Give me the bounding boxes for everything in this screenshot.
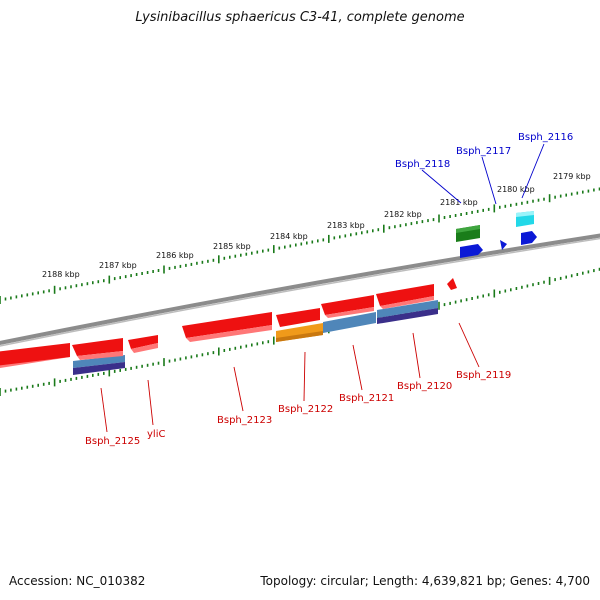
leader-Bsph_2125 bbox=[100, 387, 108, 433]
gene-Bsph_2125-arrow-2-shadow bbox=[77, 351, 123, 360]
accession-text: Accession: NC_010382 bbox=[9, 574, 146, 588]
leader-Bsph_2123 bbox=[233, 366, 244, 412]
gene-Bsph_2119[interactable] bbox=[447, 278, 457, 290]
bottom-gene-labels: Bsph_2125 yliC Bsph_2123 Bsph_2122 Bsph_… bbox=[85, 370, 511, 447]
gene-Bsph_2125-arrow[interactable] bbox=[0, 343, 70, 366]
genome-summary-text: Topology: circular; Length: 4,639,821 bp… bbox=[260, 574, 590, 588]
top-gene-labels: Bsph_2118 Bsph_2117 Bsph_2116 bbox=[395, 132, 573, 170]
leader-Bsph_2121 bbox=[352, 344, 363, 391]
kbp-label: 2183 kbp bbox=[327, 221, 365, 230]
gene-yliC-arrow[interactable] bbox=[128, 335, 158, 349]
gene-Bsph_2123-arrow[interactable] bbox=[182, 312, 272, 338]
leader-Bsph_2118 bbox=[421, 169, 462, 204]
kbp-label: 2179 kbp bbox=[553, 172, 591, 181]
gene-Bsph_2121-arrow[interactable] bbox=[321, 295, 374, 315]
gene-Bsph_2118-arrow[interactable] bbox=[460, 244, 483, 258]
label-Bsph_2121[interactable]: Bsph_2121 bbox=[339, 393, 394, 404]
label-Bsph_2116[interactable]: Bsph_2116 bbox=[518, 132, 573, 143]
gene-Bsph_2120[interactable] bbox=[376, 284, 438, 324]
gene-Bsph_2121-domain bbox=[323, 312, 376, 333]
kbp-label: 2187 kbp bbox=[99, 261, 137, 270]
forward-strand-genes bbox=[456, 211, 537, 258]
gene-Bsph_2120-domain-2 bbox=[377, 308, 438, 324]
kbp-labels: 2188 kbp 2187 kbp 2186 kbp 2185 kbp 2184… bbox=[42, 172, 591, 279]
leader-Bsph_2117 bbox=[481, 156, 497, 205]
gene-yliC[interactable] bbox=[128, 335, 158, 353]
gene-Bsph_2117[interactable] bbox=[500, 240, 507, 250]
genome-backbone bbox=[0, 233, 600, 346]
reverse-strand-genes bbox=[0, 278, 457, 375]
leader-Bsph_2122 bbox=[303, 351, 306, 402]
map-title: Lysinibacillus sphaericus C3-41, complet… bbox=[135, 10, 465, 25]
gene-Bsph_2116[interactable] bbox=[516, 211, 537, 245]
gene-Bsph_2118-domain-highlight bbox=[456, 225, 480, 233]
gene-Bsph_2122-domain-shadow bbox=[276, 331, 323, 342]
gene-Bsph_2121-shadow bbox=[325, 307, 374, 318]
gene-Bsph_2125[interactable] bbox=[0, 338, 125, 375]
kbp-label: 2184 kbp bbox=[270, 232, 308, 241]
kbp-label: 2185 kbp bbox=[213, 242, 251, 251]
gene-Bsph_2125-domain-1 bbox=[73, 355, 125, 368]
gene-Bsph_2116-arrow[interactable] bbox=[521, 231, 537, 245]
label-Bsph_2119[interactable]: Bsph_2119 bbox=[456, 370, 511, 381]
gene-Bsph_2120-arrow[interactable] bbox=[376, 284, 434, 306]
kbp-label: 2188 kbp bbox=[42, 270, 80, 279]
bottom-leader-lines bbox=[100, 322, 480, 433]
label-Bsph_2125[interactable]: Bsph_2125 bbox=[85, 436, 140, 447]
gene-Bsph_2125-domain-2 bbox=[73, 362, 125, 375]
upper-ruler-ticks bbox=[0, 187, 600, 304]
gene-yliC-shadow bbox=[131, 343, 158, 353]
kbp-label: 2180 kbp bbox=[497, 185, 535, 194]
label-Bsph_2118[interactable]: Bsph_2118 bbox=[395, 159, 450, 170]
gene-Bsph_2116-domain-highlight bbox=[516, 211, 534, 217]
gene-Bsph_2123-shadow bbox=[186, 325, 272, 342]
gene-Bsph_2123[interactable] bbox=[182, 312, 272, 342]
gene-Bsph_2122-arrow[interactable] bbox=[276, 308, 320, 327]
leader-Bsph_2116 bbox=[521, 143, 545, 199]
top-leader-lines bbox=[421, 143, 545, 205]
leader-Bsph_2119 bbox=[458, 322, 480, 368]
gene-Bsph_2118[interactable] bbox=[456, 225, 483, 258]
label-Bsph_2120[interactable]: Bsph_2120 bbox=[397, 381, 452, 392]
label-Bsph_2122[interactable]: Bsph_2122 bbox=[278, 404, 333, 415]
kbp-label: 2182 kbp bbox=[384, 210, 422, 219]
leader-yliC bbox=[147, 379, 154, 426]
label-Bsph_2117[interactable]: Bsph_2117 bbox=[456, 146, 511, 157]
kbp-label: 2181 kbp bbox=[440, 198, 478, 207]
label-Bsph_2123[interactable]: Bsph_2123 bbox=[217, 415, 272, 426]
gene-Bsph_2121[interactable] bbox=[321, 295, 376, 333]
gene-Bsph_2120-shadow bbox=[380, 296, 434, 309]
kbp-label: 2186 kbp bbox=[156, 251, 194, 260]
label-yliC[interactable]: yliC bbox=[147, 429, 165, 440]
gene-Bsph_2125-arrow-2[interactable] bbox=[72, 338, 123, 356]
genome-backbone-shadow bbox=[0, 237, 600, 347]
leader-Bsph_2120 bbox=[412, 332, 421, 379]
gene-Bsph_2122[interactable] bbox=[276, 308, 323, 342]
gene-Bsph_2120-domain-1 bbox=[377, 300, 438, 318]
